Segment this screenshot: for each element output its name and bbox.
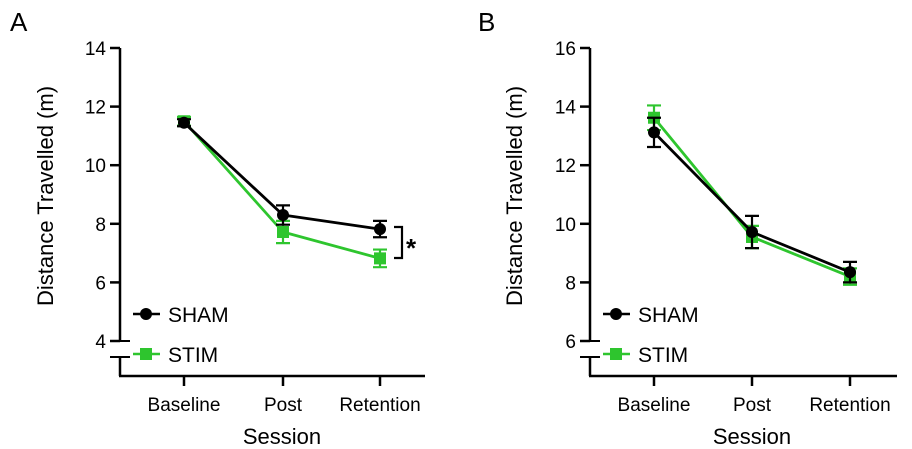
panel-b-x-tick-label: Retention bbox=[809, 395, 890, 416]
panel-a-series bbox=[177, 115, 387, 269]
panel-b-y-tick-label: 8 bbox=[565, 273, 576, 294]
panel-a-legend-sham-label: SHAM bbox=[168, 304, 229, 327]
panel-b-x-tick-label: Baseline bbox=[618, 395, 691, 416]
panel-letter-b: B bbox=[478, 7, 495, 37]
panel-b-y-tick-label: 10 bbox=[555, 215, 576, 236]
panel-a: A 4 6 8 10 12 14 Baseline Post Retention Sessio… bbox=[10, 7, 425, 449]
panel-a-axis-break-mark bbox=[110, 340, 130, 358]
panel-a-sham-point bbox=[178, 116, 190, 129]
panel-b-y-axis-title: Distance Travelled (m) bbox=[502, 86, 527, 306]
panel-letter-a: A bbox=[10, 7, 28, 37]
panel-a-y-tick-label: 8 bbox=[95, 215, 106, 236]
panel-b-legend: SHAM STIM bbox=[603, 304, 699, 367]
panel-a-significance: * bbox=[394, 225, 417, 263]
panel-a-sham-point bbox=[277, 209, 289, 222]
panel-b-legend-stim-label: STIM bbox=[638, 344, 688, 367]
panel-a-y-tick-label: 10 bbox=[85, 156, 106, 177]
panel-b-y-ticks: 6 8 10 12 14 16 bbox=[555, 39, 590, 353]
panel-b-y-tick-label: 16 bbox=[555, 39, 576, 60]
panel-a-x-tick-label: Post bbox=[264, 395, 303, 416]
panel-a-x-ticks: Baseline Post Retention bbox=[148, 376, 421, 416]
panel-a-stim-point bbox=[374, 252, 386, 265]
panel-a-x-tick-label: Baseline bbox=[148, 395, 221, 416]
panel-a-x-axis-title: Session bbox=[243, 424, 321, 449]
panel-b-stim-line bbox=[652, 116, 851, 278]
panel-a-legend-stim-marker bbox=[140, 348, 152, 360]
panel-a-legend-stim-label: STIM bbox=[168, 344, 218, 367]
panel-a-significance-star: * bbox=[406, 233, 417, 263]
panel-a-legend-sham-marker bbox=[140, 308, 152, 320]
panel-a-y-tick-label: 6 bbox=[95, 273, 106, 294]
panel-b-legend-sham-marker bbox=[610, 308, 622, 320]
panel-b-y-tick-label: 12 bbox=[555, 156, 576, 177]
panel-b-y-tick-label: 14 bbox=[555, 98, 577, 119]
panel-b-sham-point bbox=[746, 226, 758, 239]
panel-b-series bbox=[647, 104, 857, 286]
panel-a-significance-bracket bbox=[394, 225, 404, 260]
panel-b-y-tick-label: 6 bbox=[565, 332, 576, 353]
panel-a-legend: SHAM STIM bbox=[133, 304, 229, 367]
panel-b-x-tick-label: Post bbox=[733, 395, 772, 416]
panel-a-y-tick-label: 14 bbox=[85, 39, 107, 60]
panel-b-sham-point bbox=[844, 266, 856, 279]
panel-b: B 6 8 10 12 14 16 Baseline Post Retention Sessi… bbox=[478, 7, 897, 449]
panel-a-x-tick-label: Retention bbox=[339, 395, 420, 416]
panel-b-sham-point bbox=[648, 126, 660, 139]
panel-a-y-tick-label: 12 bbox=[85, 98, 106, 119]
panel-b-x-axis-title: Session bbox=[713, 424, 791, 449]
panel-b-legend-sham-label: SHAM bbox=[638, 304, 699, 327]
panel-a-stim-point bbox=[277, 226, 289, 239]
panel-a-y-axis-title: Distance Travelled (m) bbox=[33, 86, 58, 306]
panel-a-sham-point bbox=[374, 223, 386, 236]
panel-a-y-ticks: 4 6 8 10 12 14 bbox=[85, 39, 120, 353]
panel-b-x-ticks: Baseline Post Retention bbox=[618, 376, 891, 416]
panel-b-axis-break-mark bbox=[580, 340, 600, 358]
panel-b-legend-stim-marker bbox=[610, 348, 622, 360]
panel-a-y-tick-label: 4 bbox=[95, 332, 106, 353]
